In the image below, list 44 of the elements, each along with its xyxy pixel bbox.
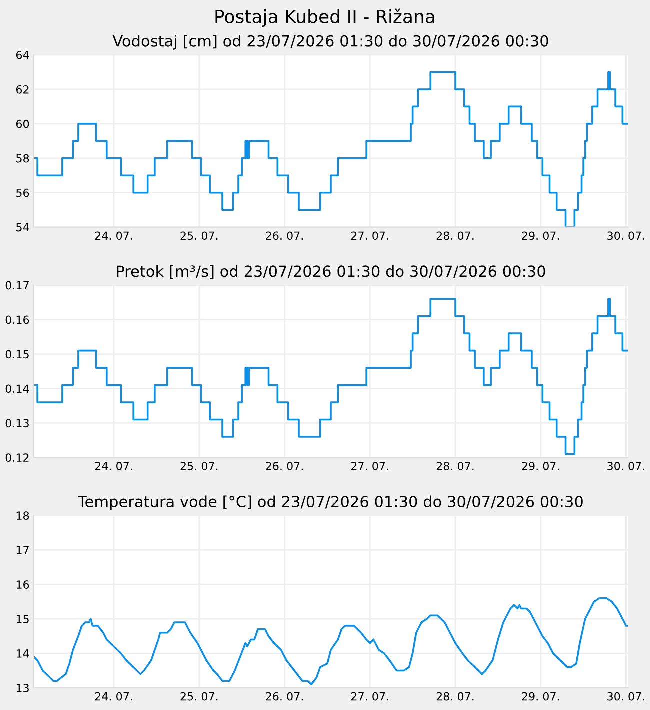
chart-subtitle: Vodostaj [cm] od 23/07/2026 01:30 do 30/07/2026 00:30 [112, 35, 548, 50]
y-tick-label: 17 [16, 546, 29, 554]
x-tick-label: 26. 07. [266, 692, 303, 701]
y-tick-label: 58 [16, 154, 30, 163]
y-tick-label: 60 [16, 120, 30, 128]
x-tick-label: 28. 07. [436, 462, 474, 470]
y-tick-label: 0.17 [6, 281, 29, 290]
y-tick-label: 0.14 [6, 384, 30, 394]
x-tick-label: 29. 07. [522, 462, 560, 470]
y-tick-label: 16 [16, 580, 30, 589]
x-tick-label: 24. 07. [95, 692, 132, 701]
x-tick-label: 24. 07. [95, 462, 132, 470]
x-tick-label: 29. 07. [522, 232, 560, 240]
y-tick-label: 14 [16, 650, 30, 658]
x-tick-label: 30. 07. [608, 232, 644, 240]
y-tick-label: 56 [16, 188, 30, 198]
x-tick-label: 30. 07. [608, 462, 644, 470]
x-tick-label: 29. 07. [522, 692, 560, 701]
x-tick-label: 27. 07. [352, 692, 388, 701]
x-tick-label: 25. 07. [180, 232, 218, 240]
x-tick-label: 26. 07. [266, 462, 303, 470]
chart-title: Postaja Kubed II - Rižana [216, 8, 434, 27]
y-tick-label: 0.12 [6, 454, 29, 462]
y-tick-label: 13 [16, 684, 29, 692]
y-tick-label: 54 [16, 223, 30, 232]
x-tick-label: 27. 07. [352, 462, 388, 470]
x-tick-label: 28. 07. [436, 692, 474, 701]
x-tick-label: 30. 07. [608, 692, 644, 701]
y-tick-label: 18 [16, 512, 30, 520]
x-tick-label: 26. 07. [266, 232, 303, 240]
y-tick-label: 0.16 [6, 316, 30, 324]
chart-title: Temperatura vode [°C] od 23/07/2026 01:30 do 30/07/2026 00:30 [78, 496, 583, 511]
y-tick-label: 62 [16, 85, 29, 94]
x-tick-label: 25. 07. [180, 692, 218, 701]
chart-title: Pretok [m³/s] od 23/07/2026 01:30 do 30/07/2026 00:30 [117, 265, 546, 280]
x-tick-label: 28. 07. [436, 232, 474, 240]
y-tick-label: 0.15 [6, 350, 29, 359]
y-tick-label: 64 [16, 50, 30, 60]
x-tick-label: 24. 07. [95, 232, 132, 240]
x-tick-label: 27. 07. [352, 232, 388, 240]
y-tick-label: 15 [16, 615, 29, 624]
line-series [34, 597, 628, 686]
y-tick-label: 0.13 [6, 419, 29, 428]
x-tick-label: 25. 07. [180, 462, 218, 470]
